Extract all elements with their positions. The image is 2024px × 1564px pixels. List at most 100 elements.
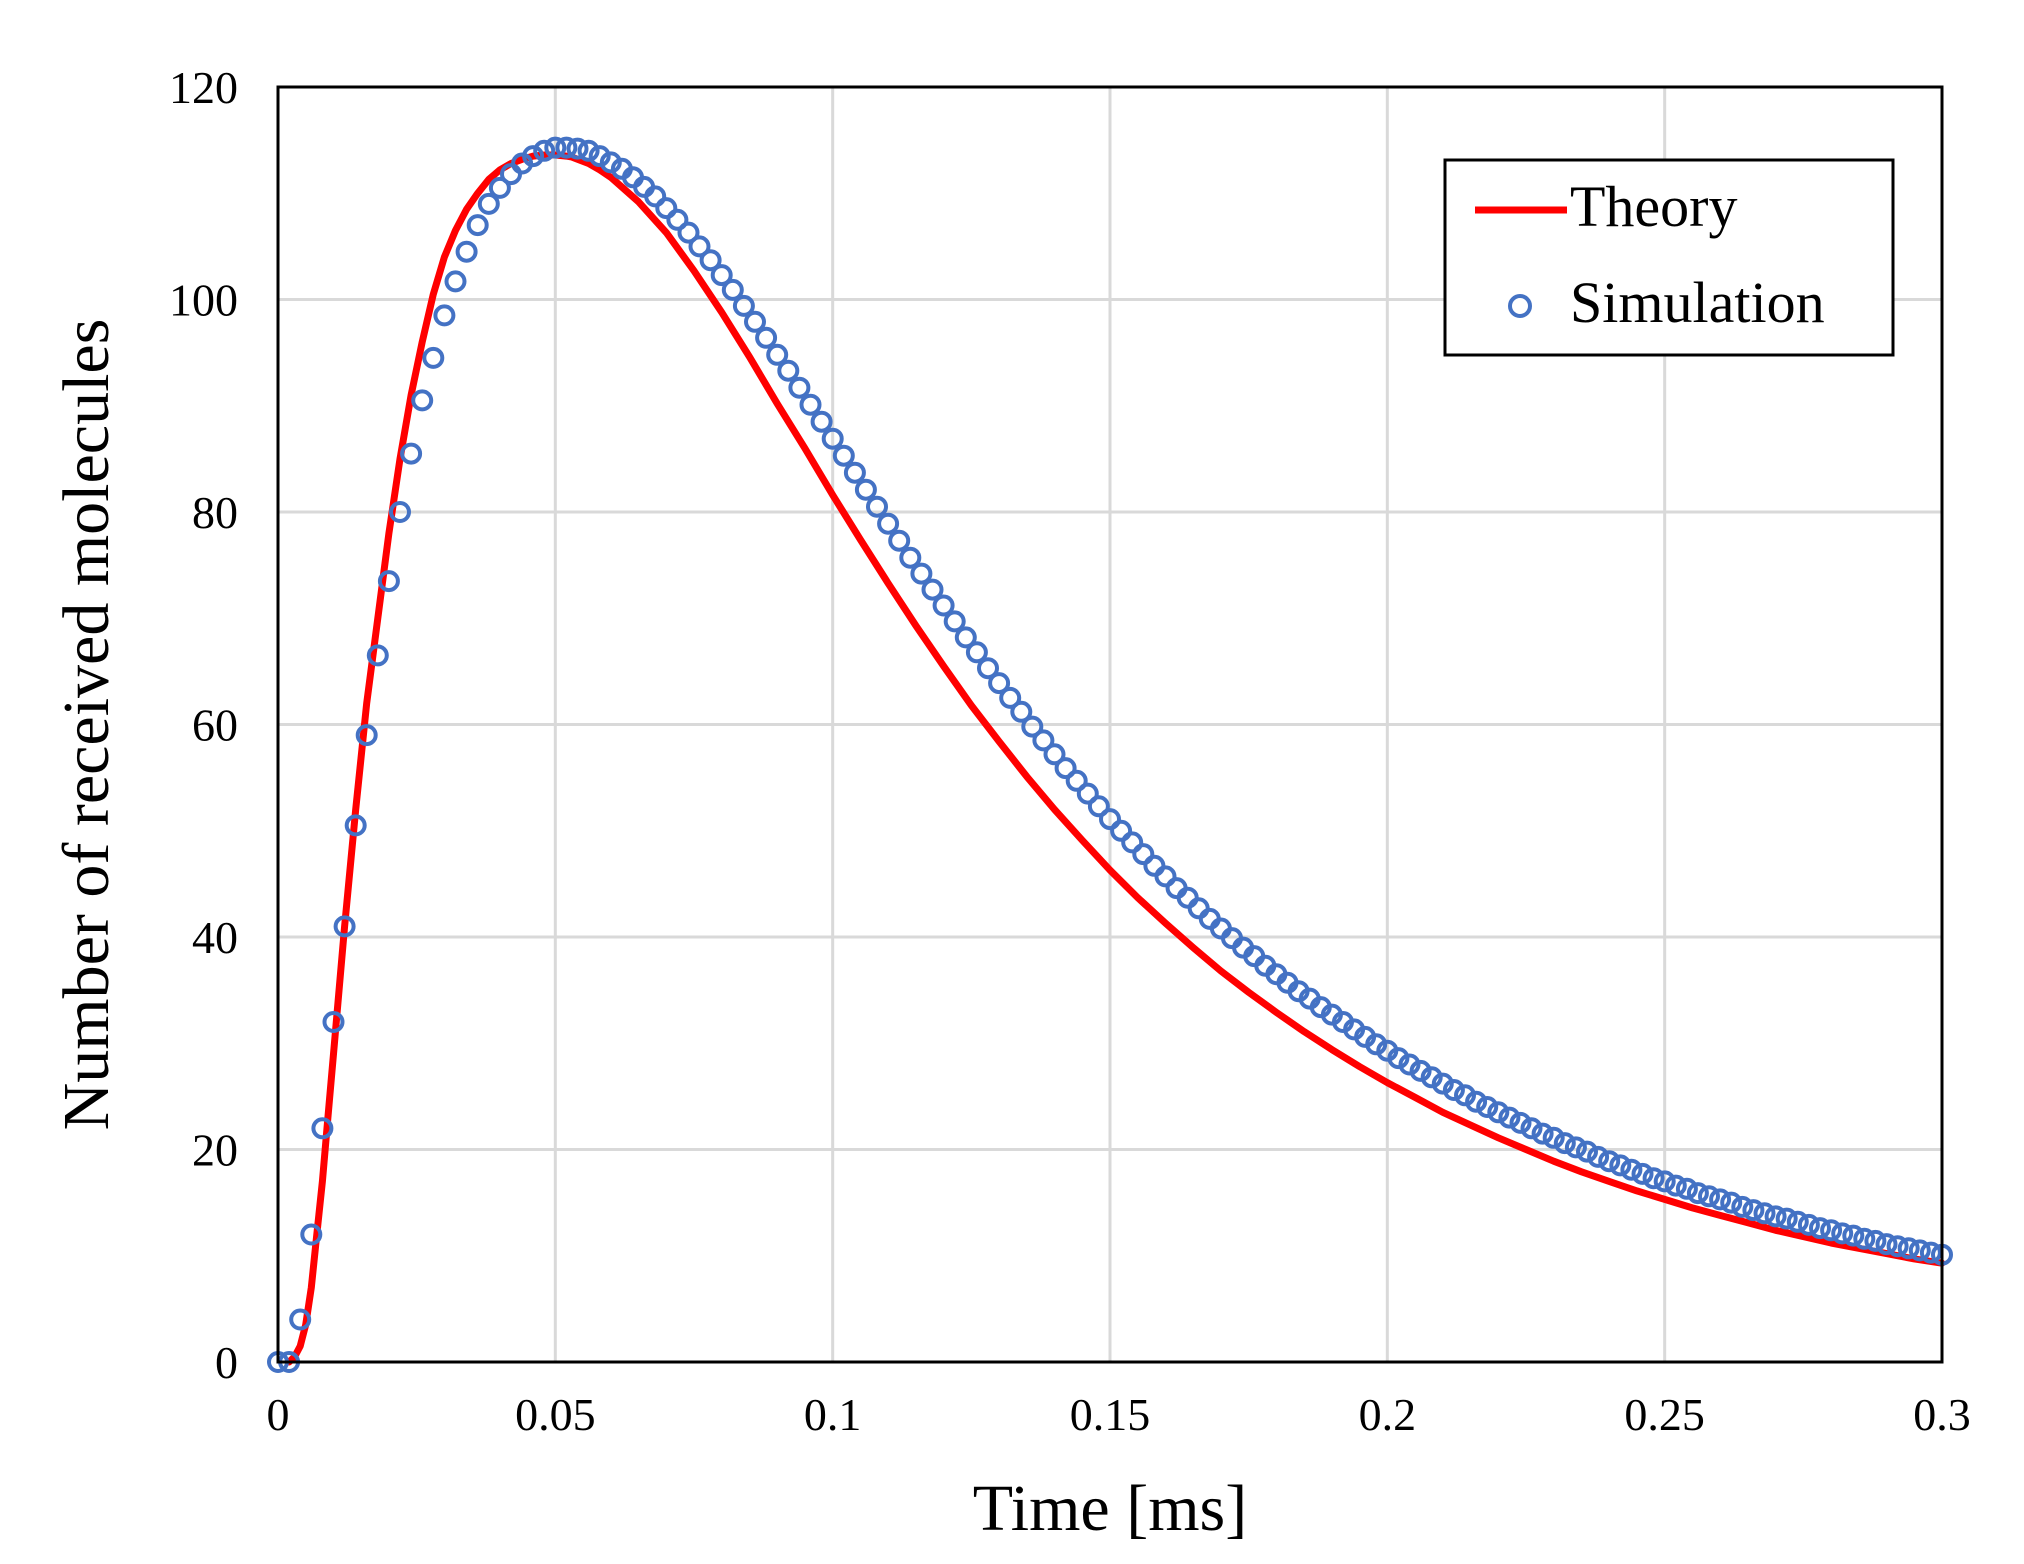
simulation-point [1121, 831, 1144, 854]
simulation-point [1820, 1219, 1843, 1242]
simulation-point [821, 427, 844, 450]
legend-simulation-label: Simulation [1570, 270, 1825, 335]
x-axis-title: Time [ms] [973, 1472, 1247, 1545]
simulation-point [1675, 1177, 1698, 1200]
simulation-point [965, 641, 988, 664]
simulation-point [411, 389, 434, 412]
simulation-point [766, 343, 789, 366]
simulation-point [1753, 1202, 1776, 1225]
simulation-point [1764, 1205, 1787, 1228]
simulation-point [1087, 795, 1110, 818]
legend-simulation-swatch [1508, 294, 1532, 318]
simulation-point [1897, 1237, 1920, 1260]
simulation-point [1132, 843, 1155, 866]
simulation-point [888, 529, 911, 552]
simulation-point [1043, 743, 1066, 766]
simulation-point [854, 478, 877, 501]
simulation-point [522, 145, 545, 168]
simulation-point [1564, 1136, 1587, 1159]
simulation-point [400, 442, 423, 465]
y-tick-label: 60 [192, 700, 238, 751]
simulation-point [1520, 1117, 1543, 1140]
simulation-point [544, 136, 567, 159]
simulation-point [444, 270, 467, 293]
simulation-point [1919, 1241, 1942, 1264]
simulation-point [333, 915, 356, 938]
simulation-point [788, 376, 811, 399]
y-tick-label: 0 [215, 1337, 238, 1388]
simulation-point [999, 686, 1022, 709]
simulation-point [1720, 1191, 1743, 1214]
simulation-point [910, 562, 933, 585]
simulation-point [1809, 1217, 1831, 1240]
simulation-point [943, 610, 966, 633]
simulation-point [932, 594, 955, 617]
simulation-point [866, 495, 888, 518]
y-tick-label: 80 [192, 487, 238, 538]
simulation-point [1054, 757, 1077, 780]
simulation-point [744, 310, 766, 333]
y-axis-title: Number of received molecules [50, 319, 123, 1131]
simulation-point [1431, 1072, 1454, 1095]
simulation-point [289, 1308, 312, 1331]
simulation-point [1886, 1235, 1909, 1258]
simulation-point [1032, 729, 1055, 752]
simulation-point [1664, 1174, 1687, 1197]
simulation-point [1065, 769, 1088, 792]
simulation-series [267, 136, 1953, 1373]
simulation-point [699, 249, 722, 272]
simulation-point [899, 546, 922, 569]
simulation-point [355, 724, 378, 747]
simulation-point [977, 657, 999, 680]
simulation-point [1476, 1096, 1499, 1118]
simulation-point [311, 1117, 334, 1140]
simulation-point [488, 176, 511, 199]
simulation-point [877, 512, 900, 535]
simulation-point [1786, 1210, 1809, 1233]
simulation-point [1797, 1213, 1820, 1236]
simulation-point [1553, 1132, 1576, 1155]
tick-labels: 0 0.05 0.1 0.15 0.2 0.25 0.3 0 20 40 60 80 100 120 [169, 62, 1971, 1440]
simulation-point [721, 278, 744, 301]
simulation-point [322, 1011, 345, 1033]
simulation-point [1498, 1106, 1521, 1129]
simulation-point [577, 139, 600, 162]
simulation-point [1587, 1145, 1610, 1168]
simulation-point [366, 644, 389, 667]
simulation-point [466, 214, 489, 237]
simulation-point [433, 304, 456, 327]
simulation-point [1387, 1047, 1410, 1070]
simulation-point [1609, 1154, 1632, 1177]
simulation-point [655, 197, 678, 220]
simulation-point [377, 570, 400, 593]
simulation-point [422, 346, 445, 369]
legend: Theory Simulation [1443, 158, 1895, 357]
simulation-point [1775, 1207, 1798, 1230]
simulation-point [1420, 1066, 1443, 1089]
simulation-point [777, 359, 800, 382]
simulation-point [300, 1223, 323, 1246]
simulation-point [344, 814, 367, 837]
simulation-point [1864, 1229, 1887, 1252]
simulation-point [389, 501, 411, 523]
simulation-point [1154, 865, 1177, 888]
simulation-point [644, 185, 667, 208]
simulation-point [988, 672, 1011, 695]
simulation-point [1908, 1239, 1931, 1262]
x-tick-label: 0.15 [1070, 1389, 1151, 1440]
simulation-point [1531, 1122, 1554, 1145]
simulation-point [1742, 1199, 1765, 1222]
simulation-point [1631, 1162, 1654, 1185]
x-tick-label: 0.3 [1913, 1389, 1971, 1440]
simulation-point [1642, 1167, 1665, 1190]
y-tick-label: 40 [192, 912, 238, 963]
simulation-point [921, 578, 944, 601]
simulation-point [1442, 1079, 1465, 1101]
simulation-point [954, 626, 977, 649]
simulation-point [455, 240, 478, 263]
simulation-point [1598, 1150, 1621, 1173]
theory-series [285, 151, 1946, 1366]
simulation-point [533, 139, 556, 162]
simulation-point [1465, 1090, 1488, 1113]
simulation-point [1099, 808, 1121, 831]
